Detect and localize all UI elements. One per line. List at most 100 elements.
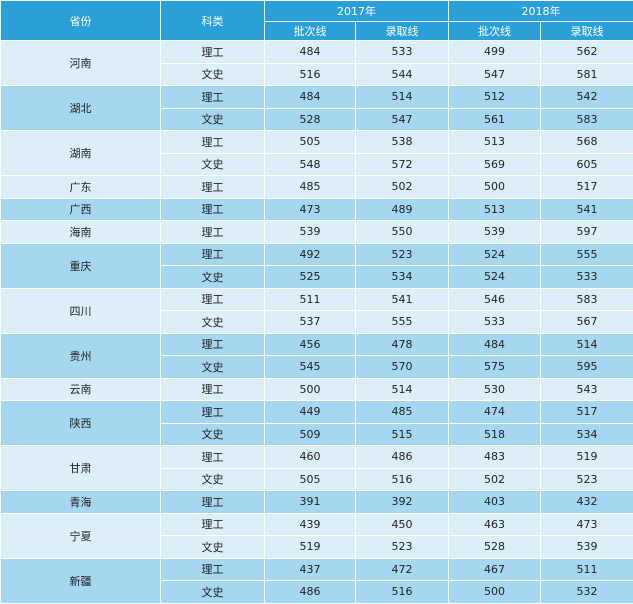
- table-row: 文史 525 534 524 533: [1, 265, 633, 289]
- score-cell: 542: [540, 85, 633, 109]
- subject-cell: 理工: [160, 85, 265, 109]
- table-row: 文史 486 516 500 532: [1, 580, 633, 604]
- score-cell: 517: [540, 400, 633, 424]
- province-cell: 四川: [0, 287, 161, 334]
- subject-cell: 文史: [160, 580, 265, 604]
- table-row: 文史 519 523 528 539: [1, 535, 633, 559]
- score-cell: 562: [540, 40, 633, 64]
- score-cell: 569: [448, 152, 541, 176]
- table-row: 海南 理工 539 550 539 597: [0, 220, 633, 244]
- score-cell: 485: [355, 400, 449, 424]
- score-cell: 403: [448, 490, 541, 514]
- table-row: 重庆 理工 492 523 524 555: [0, 242, 633, 289]
- score-cell: 485: [264, 175, 356, 199]
- table-row: 宁夏 理工 439 450 463 473: [0, 512, 633, 559]
- table-body: 河南 理工 484 533 499 562 文史 516 544 547 581 湖北 理工 484 514…: [0, 40, 633, 604]
- province-cell: 贵州: [0, 332, 161, 379]
- subject-cell: 文史: [160, 310, 265, 334]
- score-cell: 575: [448, 355, 541, 379]
- score-cell: 523: [540, 467, 633, 491]
- subject-cell: 文史: [160, 265, 265, 289]
- score-cell: 478: [355, 332, 449, 356]
- score-cell: 492: [264, 242, 356, 266]
- province-cell: 广西: [0, 197, 161, 221]
- score-cell: 525: [264, 265, 356, 289]
- score-cell: 555: [355, 310, 449, 334]
- subject-cell: 理工: [160, 512, 265, 536]
- score-cell: 543: [540, 377, 633, 401]
- score-cell: 541: [540, 197, 633, 221]
- score-cell: 392: [355, 490, 449, 514]
- score-cell: 391: [264, 490, 356, 514]
- score-cell: 513: [448, 197, 541, 221]
- score-cell: 538: [355, 130, 449, 154]
- table-row: 湖北 理工 484 514 512 542: [0, 85, 633, 131]
- table-row: 青海 理工 391 392 403 432: [0, 490, 633, 514]
- table-row: 陕西 理工 449 485 474 517: [0, 400, 633, 446]
- header-cell: 2018年: [448, 0, 633, 22]
- score-cell: 516: [355, 580, 449, 604]
- score-cell: 524: [448, 265, 541, 289]
- score-cell: 500: [448, 580, 541, 604]
- score-cell: 450: [355, 512, 449, 536]
- table-row: 文史 516 544 547 581: [1, 62, 633, 86]
- score-cell: 511: [540, 557, 633, 581]
- score-cell: 502: [448, 467, 541, 491]
- table-row: 文史 548 572 569 605: [1, 152, 633, 176]
- score-cell: 515: [355, 422, 449, 446]
- score-cell: 456: [264, 332, 356, 356]
- score-cell: 489: [355, 197, 449, 221]
- table-row: 文史 505 516 502 523: [1, 467, 633, 491]
- score-cell: 473: [540, 512, 633, 536]
- subject-cell: 理工: [160, 377, 265, 401]
- score-cell: 502: [355, 175, 449, 199]
- score-cell: 550: [355, 220, 449, 244]
- score-cell: 517: [540, 175, 633, 199]
- province-cell: 重庆: [0, 242, 161, 289]
- score-cell: 548: [264, 152, 356, 176]
- score-cell: 511: [264, 287, 356, 311]
- score-cell: 484: [264, 40, 356, 64]
- score-cell: 567: [540, 310, 633, 334]
- score-cell: 484: [264, 85, 356, 109]
- subject-cell: 文史: [160, 107, 265, 131]
- table-row: 甘肃 理工 460 486 483 519: [0, 445, 633, 491]
- table-row: 文史 528 547 561 583: [1, 107, 633, 131]
- score-cell: 528: [264, 107, 356, 131]
- score-cell: 583: [540, 287, 633, 311]
- subject-cell: 文史: [160, 355, 265, 379]
- score-cell: 486: [264, 580, 356, 604]
- score-cell: 524: [448, 242, 541, 266]
- province-cell: 陕西: [0, 400, 161, 446]
- subject-cell: 理工: [160, 557, 265, 581]
- subject-cell: 文史: [160, 467, 265, 491]
- score-cell: 500: [264, 377, 356, 401]
- score-cell: 514: [355, 85, 449, 109]
- score-cell: 486: [355, 445, 449, 469]
- header-cell: 2017年: [264, 0, 449, 22]
- province-cell: 湖南: [0, 130, 161, 176]
- score-cell: 583: [540, 107, 633, 131]
- table-row: 广西 理工 473 489 513 541: [0, 197, 633, 221]
- score-cell: 519: [264, 535, 356, 559]
- subject-cell: 理工: [160, 40, 265, 64]
- header-cell: 批次线: [448, 21, 541, 41]
- subject-cell: 理工: [160, 197, 265, 221]
- subject-cell: 理工: [160, 332, 265, 356]
- score-cell: 537: [264, 310, 356, 334]
- province-cell: 海南: [0, 220, 161, 244]
- score-cell: 484: [448, 332, 541, 356]
- score-cell: 541: [355, 287, 449, 311]
- province-cell: 甘肃: [0, 445, 161, 491]
- province-cell: 湖北: [0, 85, 161, 131]
- table-row: 四川 理工 511 541 546 583: [0, 287, 633, 334]
- subject-cell: 文史: [160, 422, 265, 446]
- province-cell: 广东: [0, 175, 161, 199]
- score-cell: 516: [264, 62, 356, 86]
- score-cell: 533: [448, 310, 541, 334]
- score-cell: 519: [540, 445, 633, 469]
- score-cell: 555: [540, 242, 633, 266]
- table-row: 文史 545 570 575 595: [1, 355, 633, 379]
- score-cell: 449: [264, 400, 356, 424]
